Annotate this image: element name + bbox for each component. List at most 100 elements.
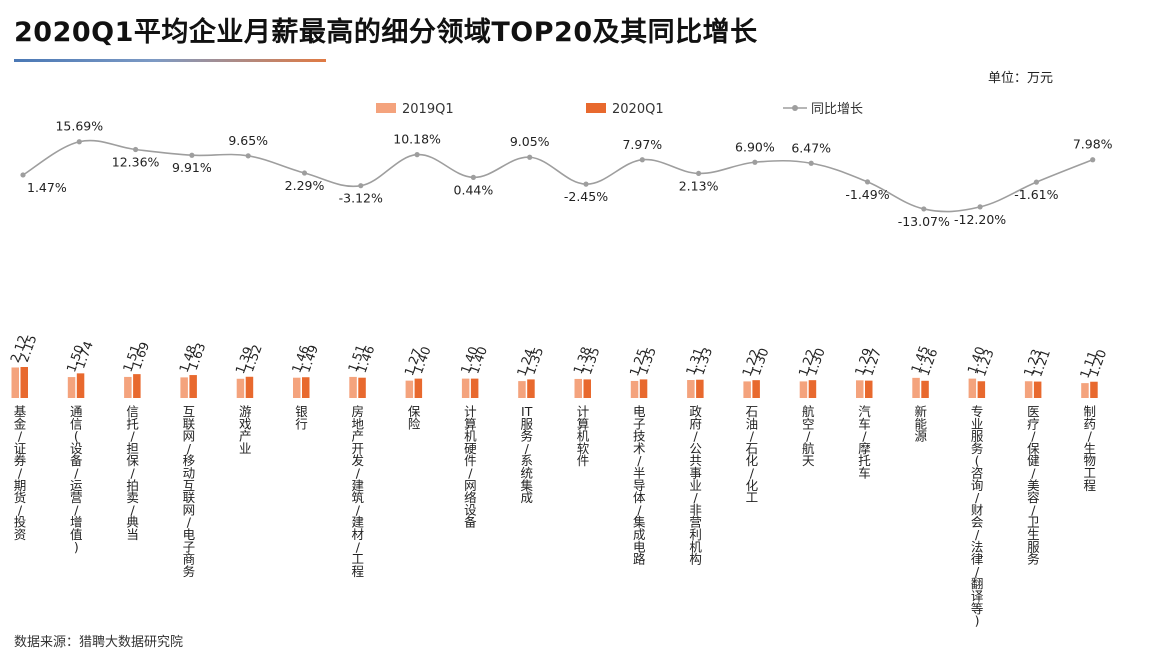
growth-point bbox=[76, 139, 82, 145]
growth-point bbox=[1090, 157, 1096, 163]
growth-point bbox=[808, 160, 814, 166]
category-label: 航空/航天 bbox=[802, 404, 815, 468]
bar-2020q1 bbox=[133, 374, 141, 398]
growth-point bbox=[301, 170, 308, 176]
bar-layer: 2.122.15 1.501.74 1.511.69 1.481.63 1.391.52… bbox=[7, 333, 1109, 398]
bar-2020q1 bbox=[76, 373, 85, 398]
unit-label: 单位：万元 bbox=[988, 71, 1054, 86]
legend-label-0: 2019Q1 bbox=[402, 102, 454, 117]
bar-2020q1 bbox=[302, 377, 310, 398]
growth-value-label: 9.91% bbox=[172, 160, 212, 175]
growth-point bbox=[639, 157, 645, 163]
bar-2020q1 bbox=[752, 380, 760, 398]
bar-2019q1 bbox=[518, 381, 526, 398]
category-label: 新能源 bbox=[915, 404, 928, 444]
chart-title: 2020Q1平均企业月薪最高的细分领域TOP20及其同比增长 bbox=[14, 17, 758, 48]
bar-2019q1 bbox=[574, 378, 582, 398]
growth-point bbox=[977, 204, 983, 210]
bar-2020q1 bbox=[245, 376, 254, 398]
growth-value-label: 6.47% bbox=[791, 140, 831, 155]
bar-2019q1 bbox=[743, 381, 751, 398]
bar-2019q1 bbox=[1081, 383, 1089, 398]
growth-point bbox=[358, 183, 364, 189]
growth-value-label: -12.20% bbox=[954, 212, 1006, 227]
growth-point bbox=[527, 154, 533, 160]
category-label: 保险 bbox=[408, 404, 421, 431]
bar-2020q1 bbox=[696, 379, 704, 398]
growth-value-label: -13.07% bbox=[898, 214, 950, 229]
bar-2019q1 bbox=[405, 380, 414, 398]
category-label: IT 服务/系统集成 bbox=[520, 404, 533, 505]
bar-2020q1 bbox=[808, 380, 817, 398]
growth-line-layer: 1.47% 15.69% 12.36% 9.91% 9.65% 2.29% -3.12% 10… bbox=[20, 119, 1113, 229]
growth-value-label: 12.36% bbox=[112, 155, 160, 170]
category-label: 医疗/保健/美容/卫生服务 bbox=[1027, 404, 1040, 567]
growth-value-label: 6.90% bbox=[735, 139, 775, 154]
bar-2020q1 bbox=[639, 379, 648, 398]
growth-point bbox=[133, 146, 139, 153]
bar-2019q1 bbox=[461, 378, 470, 398]
growth-point bbox=[921, 206, 927, 212]
bar-2019q1 bbox=[236, 378, 245, 398]
growth-value-label: 0.44% bbox=[454, 182, 494, 197]
growth-point bbox=[20, 172, 26, 178]
growth-value-label: 7.98% bbox=[1073, 137, 1113, 152]
growth-point bbox=[189, 152, 195, 158]
data-source: 数据来源：猎聘大数据研究院 bbox=[14, 635, 184, 650]
growth-value-label: 10.18% bbox=[393, 132, 441, 147]
growth-value-label: 2.29% bbox=[285, 178, 325, 193]
bar-2020q1 bbox=[1090, 381, 1098, 398]
bar-2019q1 bbox=[687, 380, 695, 398]
growth-value-label: 1.47% bbox=[27, 180, 67, 195]
legend-label-2: 同比增长 bbox=[811, 102, 863, 117]
bar-2020q1 bbox=[20, 367, 28, 398]
bar-2019q1 bbox=[293, 377, 301, 398]
bar-2020q1 bbox=[921, 380, 929, 398]
category-label: 专业服务(咨询/财会/法律/翻译等) bbox=[971, 404, 984, 628]
legend-marker-2 bbox=[792, 105, 798, 111]
legend-swatch-0 bbox=[376, 103, 396, 113]
category-labels: 基金/证券/期货/投资 通信(设备/运营/增值) 信托/担保/拍卖/典当 互联网/移动… bbox=[14, 404, 1097, 628]
growth-point bbox=[864, 179, 871, 185]
bar-value-2020q1: 1.74 bbox=[72, 339, 96, 370]
bar-2020q1 bbox=[414, 378, 423, 398]
growth-value-label: 9.05% bbox=[510, 134, 550, 149]
growth-point bbox=[414, 152, 420, 158]
growth-value-label: -1.49% bbox=[845, 187, 889, 202]
growth-point bbox=[245, 153, 251, 159]
category-label: 电子技术/半导体/集成电路 bbox=[633, 404, 646, 567]
bar-2019q1 bbox=[968, 378, 977, 398]
bar-2019q1 bbox=[67, 377, 76, 398]
bar-2019q1 bbox=[180, 377, 188, 398]
bar-2020q1 bbox=[527, 379, 535, 398]
growth-value-label: -2.45% bbox=[564, 189, 608, 204]
growth-point bbox=[583, 181, 589, 187]
category-label: 石油/石化/化工 bbox=[746, 404, 759, 505]
bar-2019q1 bbox=[11, 367, 19, 398]
growth-point bbox=[752, 159, 758, 165]
bar-2019q1 bbox=[799, 381, 808, 398]
category-label: 计算机软件 bbox=[577, 404, 590, 468]
bar-2020q1 bbox=[583, 379, 591, 398]
growth-line bbox=[22, 139, 1093, 213]
legend-swatch-1 bbox=[586, 103, 606, 113]
category-label: 计算机硬件/网络设备 bbox=[464, 404, 477, 530]
category-label: 制药/生物工程 bbox=[1083, 404, 1096, 493]
growth-value-label: 2.13% bbox=[679, 178, 719, 193]
category-label: 银行 bbox=[295, 404, 308, 431]
category-label: 基金/证券/期货/投资 bbox=[14, 404, 27, 542]
bar-2019q1 bbox=[630, 380, 639, 398]
growth-value-label: -3.12% bbox=[339, 191, 383, 206]
bar-2019q1 bbox=[124, 376, 132, 398]
bar-2020q1 bbox=[358, 377, 366, 398]
category-label: 房地产开发/建筑/建材/工程 bbox=[352, 404, 365, 579]
category-label: 通信(设备/运营/增值) bbox=[70, 404, 83, 554]
bar-2019q1 bbox=[1024, 381, 1033, 398]
category-label: 游戏产业 bbox=[239, 404, 252, 456]
bar-2020q1 bbox=[470, 378, 479, 398]
category-label: 政府/公共事业/非营利机构 bbox=[689, 404, 702, 567]
category-label: 信托/担保/拍卖/典当 bbox=[126, 404, 139, 542]
bar-2020q1 bbox=[865, 380, 873, 398]
bar-2019q1 bbox=[349, 376, 357, 398]
growth-value-label: 15.69% bbox=[55, 119, 103, 134]
